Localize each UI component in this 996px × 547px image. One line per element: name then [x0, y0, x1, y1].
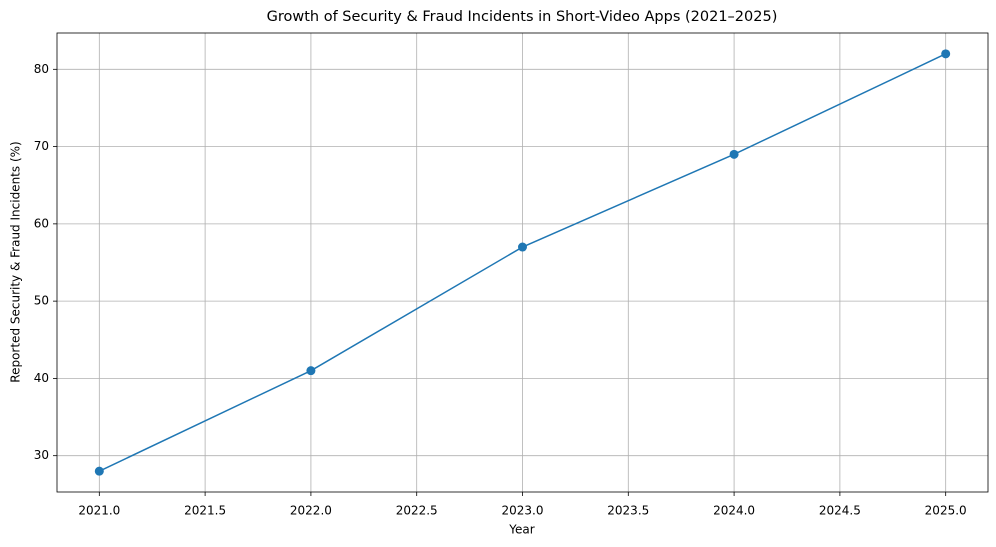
x-tick-label: 2023.5 — [607, 504, 649, 518]
y-tick-label: 80 — [34, 62, 49, 76]
y-tick-label: 60 — [34, 216, 49, 230]
x-tick-label: 2025.0 — [925, 504, 967, 518]
y-tick-label: 40 — [34, 371, 49, 385]
grid — [57, 33, 988, 492]
data-point — [941, 49, 951, 59]
chart-title: Growth of Security & Fraud Incidents in … — [267, 9, 778, 25]
y-tick-label: 70 — [34, 139, 49, 153]
x-tick-label: 2022.0 — [290, 504, 332, 518]
y-tick-label: 30 — [34, 448, 49, 462]
x-tick-label: 2022.5 — [396, 504, 438, 518]
data-point — [94, 466, 104, 476]
x-axis-label: Year — [508, 523, 534, 537]
data-point — [729, 149, 739, 159]
data-point — [306, 366, 316, 376]
data-point — [518, 242, 527, 252]
x-tick-label: 2024.0 — [713, 504, 755, 518]
y-axis-label: Reported Security & Fraud Incidents (%) — [9, 141, 23, 382]
x-tick-label: 2024.5 — [819, 504, 861, 518]
y-tick-label: 50 — [34, 294, 49, 308]
x-tick-label: 2023.0 — [502, 504, 544, 518]
x-tick-label: 2021.0 — [78, 504, 120, 518]
x-tick-label: 2021.5 — [184, 504, 226, 518]
